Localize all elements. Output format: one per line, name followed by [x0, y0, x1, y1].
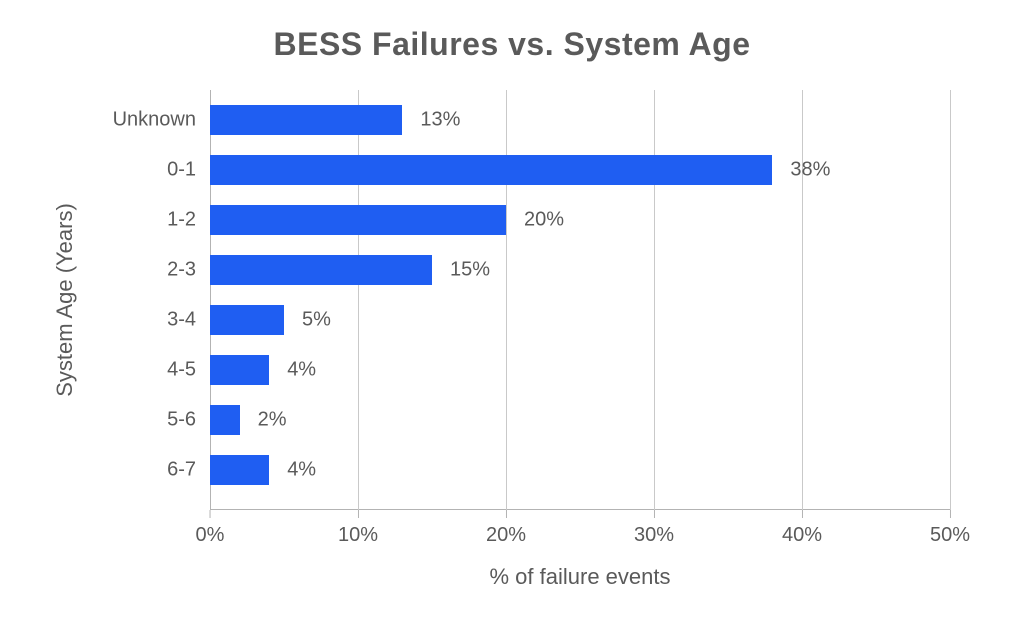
bar [210, 405, 240, 435]
bar [210, 455, 269, 485]
y-tick-label: Unknown [113, 109, 210, 132]
y-tick-label: 2-3 [167, 259, 210, 282]
bar [210, 155, 772, 185]
bar-value-label: 13% [420, 109, 460, 132]
gridline [654, 90, 655, 510]
y-tick-label: 6-7 [167, 459, 210, 482]
x-axis-label: % of failure events [490, 564, 671, 590]
y-tick-label: 4-5 [167, 359, 210, 382]
y-tick-label: 5-6 [167, 409, 210, 432]
x-axis-line [210, 509, 950, 510]
x-tick-label: 0% [196, 510, 225, 547]
bar-value-label: 4% [287, 359, 316, 382]
gridline [506, 90, 507, 510]
x-tick-label: 20% [486, 510, 526, 547]
x-tick-mark [506, 510, 507, 518]
x-tick-mark [654, 510, 655, 518]
y-axis-line [210, 90, 211, 510]
chart-container: BESS Failures vs. System Age 0%10%20%30%… [0, 0, 1024, 624]
x-tick-mark [210, 510, 211, 518]
x-tick-label: 40% [782, 510, 822, 547]
bar-value-label: 38% [790, 159, 830, 182]
x-tick-label: 30% [634, 510, 674, 547]
y-tick-label: 0-1 [167, 159, 210, 182]
x-tick-mark [802, 510, 803, 518]
x-tick-mark [358, 510, 359, 518]
bar-value-label: 2% [258, 409, 287, 432]
bar-value-label: 5% [302, 309, 331, 332]
bar [210, 255, 432, 285]
chart-title: BESS Failures vs. System Age [0, 26, 1024, 63]
x-tick-label: 10% [338, 510, 378, 547]
bar [210, 355, 269, 385]
x-tick-mark [950, 510, 951, 518]
y-tick-label: 3-4 [167, 309, 210, 332]
y-axis-label: System Age (Years) [52, 203, 78, 397]
bar [210, 105, 402, 135]
y-tick-label: 1-2 [167, 209, 210, 232]
bar-value-label: 4% [287, 459, 316, 482]
bar [210, 305, 284, 335]
plot-area: 0%10%20%30%40%50%13%Unknown38%0-120%1-21… [210, 90, 950, 510]
bar-value-label: 20% [524, 209, 564, 232]
bar [210, 205, 506, 235]
gridline [950, 90, 951, 510]
gridline [802, 90, 803, 510]
x-tick-label: 50% [930, 510, 970, 547]
bar-value-label: 15% [450, 259, 490, 282]
gridline [358, 90, 359, 510]
